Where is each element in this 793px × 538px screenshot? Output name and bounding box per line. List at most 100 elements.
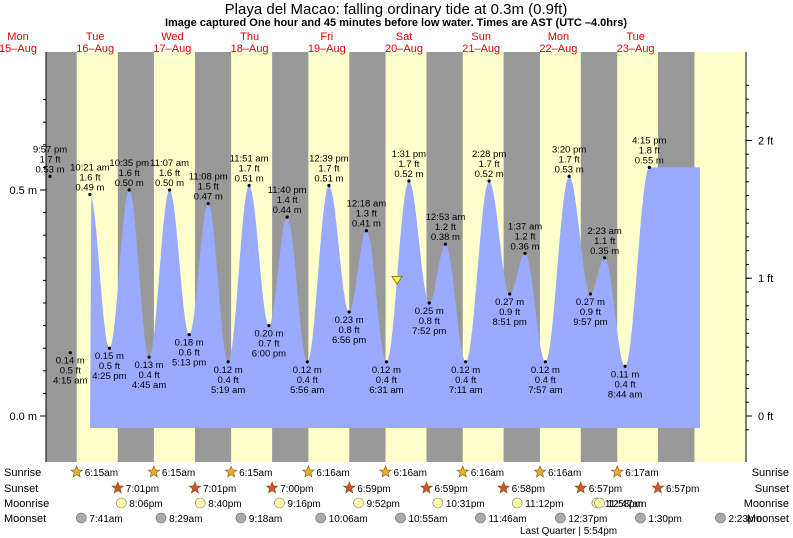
left-tick-label: 0.0 m: [9, 411, 37, 423]
tide-m-label: 0.47 m: [194, 192, 223, 203]
tide-m-label: 0.52 m: [394, 169, 423, 180]
moonrise-icon: [274, 497, 285, 509]
date-label: 16–Aug: [76, 43, 114, 55]
tide-time-label: 6:31 am: [369, 385, 403, 396]
tide-time-label: 5:56 am: [290, 385, 324, 396]
day-label: Mon: [7, 31, 28, 43]
moonrise-row-label-left: Moonrise: [4, 498, 49, 510]
sunrise-time: 6:17am: [625, 468, 658, 479]
tide-point: [48, 174, 52, 178]
current-level-marker: [391, 275, 403, 286]
moonset-time: 9:18am: [249, 514, 282, 525]
moonset-time: 11:46am: [488, 514, 526, 525]
tide-time-label: 10:21 am: [70, 163, 110, 174]
date-label: 20–Aug: [385, 43, 423, 55]
moonset-time: 2:23pm: [728, 514, 761, 525]
tide-point: [206, 202, 210, 206]
tide-ft-label: 0.5 ft: [60, 366, 81, 377]
sunset-row-label-left: Sunset: [4, 483, 38, 495]
sunset-icon: [651, 481, 665, 494]
tide-ft-label: 1.7 ft: [239, 163, 260, 174]
tide-point: [107, 346, 111, 350]
tide-time-label: 11:07 am: [150, 158, 189, 169]
tide-m-label: 0.23 m: [335, 315, 364, 326]
tide-time-label: 9:57 pm: [33, 144, 67, 155]
sunset-icon: [265, 481, 279, 494]
day-label: Wed: [161, 31, 183, 43]
tide-ft-label: 1.7 ft: [398, 159, 419, 170]
tide-m-label: 0.51 m: [235, 173, 264, 184]
tide-point: [603, 256, 607, 260]
tide-time-label: 5:13 pm: [172, 358, 206, 369]
tide-time-label: 7:57 am: [528, 385, 562, 396]
tide-ft-label: 0.4 ft: [297, 375, 318, 386]
tide-ft-label: 1.7 ft: [318, 163, 339, 174]
tide-time-label: 5:19 am: [211, 385, 245, 396]
sunrise-icon: [610, 465, 624, 478]
tide-point: [127, 188, 131, 192]
moonrise-row-label-right: Moonrise: [744, 498, 789, 510]
sunset-time: 6:57pm: [589, 484, 622, 495]
moonrise-time: 9:52pm: [367, 499, 400, 510]
sunrise-icon: [533, 465, 547, 478]
moonrise-icon: [432, 497, 444, 509]
moonrise-icon: [194, 497, 206, 509]
sunset-icon: [574, 481, 588, 494]
tide-point: [68, 351, 72, 355]
sunset-icon: [188, 481, 202, 494]
sunset-time: 6:59pm: [357, 484, 390, 495]
tide-m-label: 0.51 m: [314, 173, 343, 184]
sunset-time: 6:59pm: [434, 484, 467, 495]
tide-time-label: 4:15 am: [53, 376, 87, 387]
moonset-icon: [315, 512, 326, 524]
tide-time-label: 11:51 am: [230, 153, 269, 164]
moonset-icon: [76, 512, 87, 524]
tide-time-label: 4:45 am: [132, 380, 166, 391]
tide-ft-label: 1.2 ft: [435, 222, 456, 233]
tide-m-label: 0.20 m: [254, 329, 283, 340]
moonset-icon: [235, 512, 247, 524]
chart-title: Playa del Macao: falling ordinary tide a…: [225, 1, 568, 18]
tide-m-label: 0.27 m: [576, 297, 605, 308]
tide-point: [487, 179, 491, 183]
chart-subtitle: Image captured One hour and 45 minutes b…: [165, 17, 627, 29]
sunrise-time: 6:15am: [85, 468, 118, 479]
tide-m-label: 0.35 m: [590, 246, 619, 257]
tide-point: [384, 360, 388, 364]
tide-point: [168, 188, 172, 192]
sunrise-icon: [379, 465, 393, 478]
tide-ft-label: 0.8 ft: [339, 325, 360, 336]
tide-time-label: 8:44 am: [608, 389, 642, 400]
tide-time-label: 4:15 pm: [632, 135, 666, 146]
tide-curve-area: [90, 167, 700, 428]
sunrise-row-label-right: Sunrise: [752, 467, 789, 479]
moonset-time: 10:55am: [409, 514, 448, 525]
tide-ft-label: 0.7 ft: [258, 339, 279, 350]
date-label: 23–Aug: [617, 43, 655, 55]
tide-point: [543, 360, 548, 364]
tide-time-label: 7:11 am: [449, 385, 483, 396]
sunrise-row-label-left: Sunrise: [4, 467, 41, 479]
tide-point: [305, 360, 309, 364]
tide-time-label: 12:39 pm: [309, 153, 349, 164]
moonrise-icon: [511, 497, 523, 509]
sunrise-time: 6:16am: [394, 468, 427, 479]
moonset-time: 12:37pm: [568, 514, 607, 525]
moonrise-time: 8:06pm: [129, 499, 162, 510]
day-label: Mon: [548, 31, 569, 43]
day-label: Sun: [471, 31, 491, 43]
tide-point: [285, 215, 289, 219]
tide-m-label: 0.12 m: [293, 365, 322, 376]
tide-m-label: 0.50 m: [155, 178, 184, 189]
tide-point: [187, 333, 191, 337]
moonset-time: 8:29am: [169, 514, 202, 525]
moonrise-time: 10:31pm: [446, 499, 485, 510]
tide-ft-label: 1.6 ft: [79, 173, 100, 184]
tide-time-label: 12:18 am: [347, 199, 387, 210]
day-label: Fri: [320, 31, 333, 43]
tide-time-label: 4:25 pm: [92, 371, 126, 382]
tide-point: [523, 251, 527, 255]
tide-time-label: 7:52 pm: [412, 326, 446, 337]
